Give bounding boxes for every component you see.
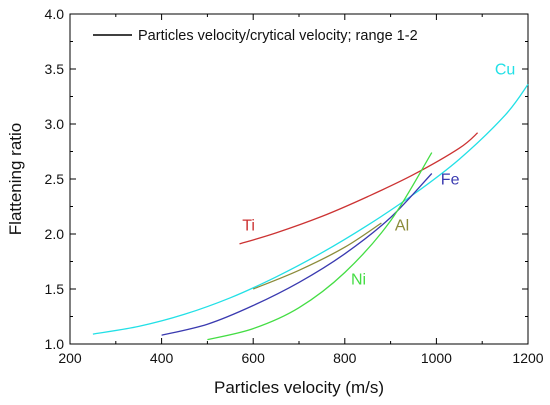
y-tick-label: 1.0 bbox=[45, 336, 65, 352]
y-tick-label: 2.0 bbox=[45, 226, 65, 242]
y-tick-label: 3.5 bbox=[45, 61, 65, 77]
series-label-cu: Cu bbox=[495, 62, 515, 79]
axis-ticks: 200 400 600 800 1000 1200 1.0 1.5 2.0 2.5 3.0 3.5 4.… bbox=[45, 6, 544, 366]
series-label-ni: Ni bbox=[351, 272, 366, 289]
legend: Particles velocity/crytical velocity; ra… bbox=[93, 28, 418, 44]
x-tick-label: 600 bbox=[242, 350, 266, 366]
series-line-ti bbox=[239, 132, 479, 245]
series-line-ni bbox=[207, 152, 433, 341]
series-label-al: Al bbox=[395, 218, 409, 235]
series-line-al bbox=[252, 222, 382, 290]
series-line-fe bbox=[161, 173, 433, 336]
y-axis-title: Flattening ratio bbox=[6, 123, 25, 235]
series-lines bbox=[92, 84, 529, 341]
y-tick-label: 4.0 bbox=[45, 6, 65, 22]
x-tick-label: 1200 bbox=[512, 350, 543, 366]
x-axis-title: Particles velocity (m/s) bbox=[214, 378, 384, 397]
x-tick-label: 400 bbox=[150, 350, 174, 366]
series-line-cu bbox=[92, 84, 529, 335]
x-tick-label: 200 bbox=[58, 350, 82, 366]
y-tick-label: 1.5 bbox=[45, 281, 65, 297]
y-tick-label: 2.5 bbox=[45, 171, 65, 187]
series-label-fe: Fe bbox=[441, 172, 460, 189]
x-tick-label: 1000 bbox=[421, 350, 452, 366]
series-labels: Cu Fe Ti Al Ni bbox=[242, 62, 515, 289]
x-tick-label: 800 bbox=[333, 350, 357, 366]
y-tick-label: 3.0 bbox=[45, 116, 65, 132]
legend-label: Particles velocity/crytical velocity; ra… bbox=[138, 28, 418, 44]
series-label-ti: Ti bbox=[242, 218, 255, 235]
